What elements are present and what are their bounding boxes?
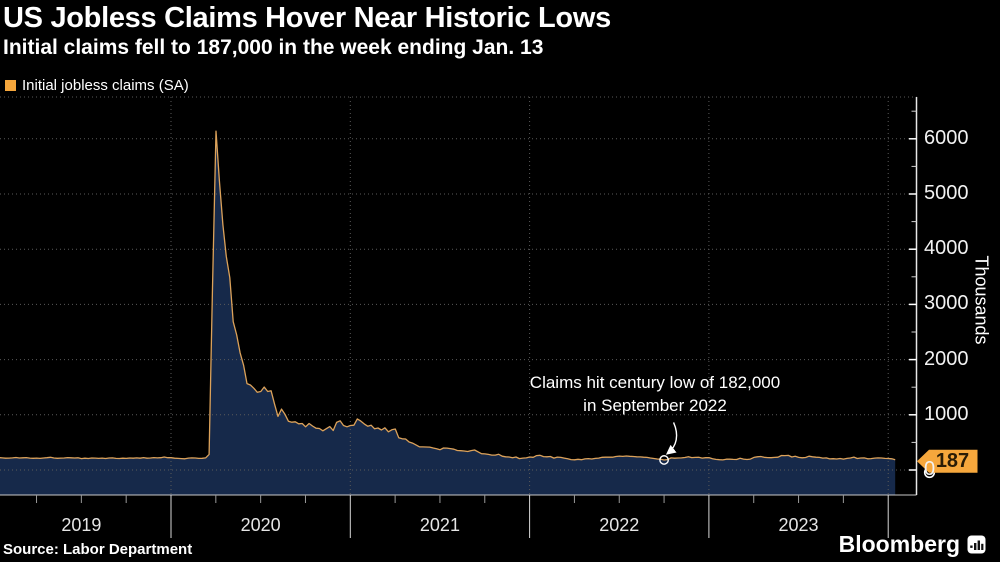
y-tick-label-6000: 6000 xyxy=(924,126,969,149)
annotation-arrow xyxy=(665,422,678,455)
chart-subtitle: Initial claims fell to 187,000 in the we… xyxy=(3,36,544,59)
x-year-label-2023: 2023 xyxy=(778,515,819,535)
bloomberg-logo: Bloomberg xyxy=(839,531,986,558)
bloomberg-terminal-icon xyxy=(967,535,986,554)
y-axis-unit-label: Thousands xyxy=(971,255,992,345)
y-tick-label-5000: 5000 xyxy=(924,182,969,204)
legend-swatch xyxy=(5,80,16,91)
source-line: Source: Labor Department xyxy=(3,541,193,558)
claims-line xyxy=(0,130,896,461)
low-point-marker xyxy=(659,455,669,465)
y-tick-label-4000: 4000 xyxy=(924,237,969,260)
x-year-label-2020: 2020 xyxy=(240,515,281,535)
x-year-label-2021: 2021 xyxy=(419,515,460,535)
last-value-badge-label: 187 xyxy=(935,450,970,472)
area-fill xyxy=(0,131,896,495)
legend: Initial jobless claims (SA) xyxy=(5,77,189,94)
bloomberg-wordmark: Bloomberg xyxy=(838,531,960,557)
annotation-line2: in September 2022 xyxy=(583,396,727,415)
legend-label: Initial jobless claims (SA) xyxy=(22,77,189,94)
y-tick-label-1000: 1000 xyxy=(924,402,969,425)
y-tick-label-3000: 3000 xyxy=(924,292,969,315)
x-year-label-2019: 2019 xyxy=(61,515,102,535)
chart-title: US Jobless Claims Hover Near Historic Lo… xyxy=(3,2,611,34)
annotation-line1: Claims hit century low of 182,000 xyxy=(529,373,781,392)
y-tick-label-2000: 2000 xyxy=(924,347,969,370)
annotation: Claims hit century low of 182,000 in Sep… xyxy=(455,371,855,417)
y-tick-label-0: 0 xyxy=(924,458,936,480)
x-year-label-2022: 2022 xyxy=(599,515,640,535)
last-value-badge xyxy=(917,449,978,473)
